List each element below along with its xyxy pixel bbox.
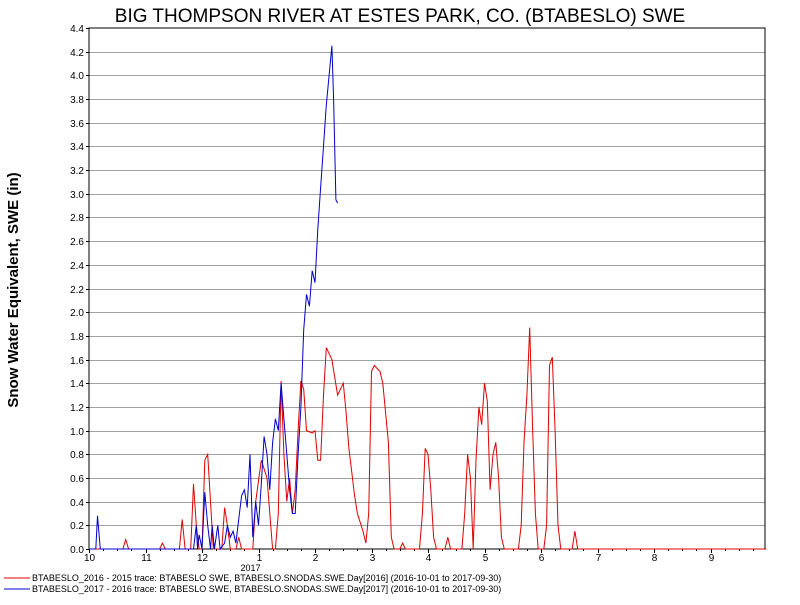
y-tick-label: 2.4: [70, 261, 84, 272]
y-tick-label: 3.4: [70, 142, 84, 153]
y-tick-label: 2.0: [70, 308, 84, 319]
y-tick-label: 3.2: [70, 166, 84, 177]
y-tick-label: 4.0: [70, 71, 84, 82]
x-tick-label: 1: [257, 553, 263, 564]
x-tick-label: 8: [652, 553, 658, 564]
y-axis-label: Snow Water Equivalent, SWE (in): [5, 172, 22, 407]
y-tick-label: 3.0: [70, 190, 84, 201]
y-tick-label: 1.4: [70, 379, 84, 390]
y-tick-label: 0.4: [70, 498, 84, 509]
y-tick-label: 1.0: [70, 427, 84, 438]
y-tick-label: 3.8: [70, 95, 84, 106]
grid-lines: [89, 52, 765, 526]
chart-title: BIG THOMPSON RIVER AT ESTES PARK, CO. (B…: [115, 6, 685, 27]
y-tick-label: 0.8: [70, 450, 84, 461]
x-tick-label: 12: [197, 553, 209, 564]
y-tick-label: 0.6: [70, 474, 84, 485]
series-line-2: [89, 45, 339, 551]
x-tick-label: 5: [483, 553, 489, 564]
x-tick-label: 2: [313, 553, 319, 564]
y-tick-label: 0.2: [70, 521, 84, 532]
y-tick-label: 2.2: [70, 285, 84, 296]
x-tick-label: 7: [596, 553, 602, 564]
x-tick-label: 3: [370, 553, 376, 564]
x-tick-label: 9: [709, 553, 715, 564]
x-tick-label: 11: [141, 553, 152, 564]
x-year-label: 2017: [240, 563, 260, 573]
series-layer: [89, 45, 767, 551]
y-tick-label: 1.2: [70, 403, 84, 414]
y-tick-label: 2.8: [70, 213, 84, 224]
y-tick-label: 3.6: [70, 119, 84, 130]
x-tick-label: 6: [539, 553, 545, 564]
y-tick-label: 1.6: [70, 356, 84, 367]
y-tick-label: 0.0: [70, 545, 84, 556]
legend-label-2: BTABESLO_2017 - 2016 trace: BTABESLO SWE…: [32, 584, 501, 594]
x-tick-label: 4: [426, 553, 432, 564]
axes: 0.0 0.2 0.4 0.6 0.8 1.0 1.2 1.4 1.6 1.8 2.0 2.2 2.4 2…: [70, 24, 766, 573]
y-tick-label: 1.8: [70, 332, 84, 343]
legend-label-1: BTABESLO_2016 - 2015 trace: BTABESLO SWE…: [32, 573, 501, 583]
y-tick-label: 4.2: [70, 48, 84, 59]
y-tick-label: 2.6: [70, 237, 84, 248]
series-line-1: [89, 327, 767, 550]
plot-frame: [88, 27, 766, 550]
y-tick-label: 4.4: [70, 24, 84, 35]
x-tick-label: 10: [84, 553, 96, 564]
legend: BTABESLO_2016 - 2015 trace: BTABESLO SWE…: [4, 573, 501, 594]
